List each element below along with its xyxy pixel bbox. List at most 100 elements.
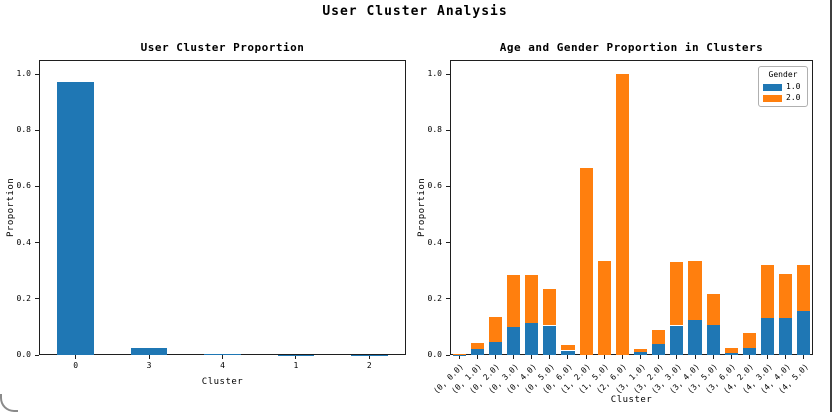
y-tick-label: 0.4 xyxy=(427,237,442,247)
x-tick-mark xyxy=(621,355,623,359)
legend-swatch-2.0 xyxy=(763,94,782,102)
bar-segment-1.0 xyxy=(525,322,539,355)
x-tick-mark xyxy=(694,355,696,359)
legend-entry-label: 2.0 xyxy=(786,93,801,102)
y-tick-label: 1.0 xyxy=(16,69,31,79)
y-tick-label: 0.2 xyxy=(427,293,442,303)
legend-entry-label: 1.0 xyxy=(786,82,801,91)
legend-swatch-1.0 xyxy=(763,83,782,91)
y-tick-mark xyxy=(446,73,450,75)
left-chart: User Cluster Proportion Proportion Clust… xyxy=(6,41,406,387)
bar-segment-2.0 xyxy=(724,347,738,354)
bar-segment-2.0 xyxy=(634,348,648,352)
x-tick-mark xyxy=(585,355,587,359)
bar-cluster-0 xyxy=(57,82,95,355)
y-tick-mark xyxy=(446,298,450,300)
y-tick-label: 0.8 xyxy=(16,125,31,135)
x-tick-mark xyxy=(603,355,605,359)
legend-title: Gender xyxy=(768,70,798,79)
y-tick-mark xyxy=(35,185,39,187)
x-tick-label: 3 xyxy=(146,361,152,370)
y-tick-mark xyxy=(35,354,39,356)
bar-segment-2.0 xyxy=(488,317,502,343)
x-tick-mark xyxy=(531,355,533,359)
bar-segment-2.0 xyxy=(615,74,629,355)
x-tick-mark xyxy=(767,355,769,359)
bar-segment-2.0 xyxy=(779,273,793,319)
bar-segment-1.0 xyxy=(797,311,811,355)
y-tick-label: 0.6 xyxy=(427,181,442,191)
x-tick-mark xyxy=(676,355,678,359)
x-tick-mark xyxy=(658,355,660,359)
y-tick-label: 0.0 xyxy=(427,350,442,359)
bar-segment-2.0 xyxy=(470,343,484,350)
x-tick-mark xyxy=(712,355,714,359)
right-x-axis-label: Cluster xyxy=(610,395,653,405)
x-tick-mark xyxy=(748,355,750,359)
bar-segment-1.0 xyxy=(724,353,738,355)
bar-segment-2.0 xyxy=(525,274,539,323)
window-corner xyxy=(0,394,18,412)
y-tick-label: 0.8 xyxy=(427,125,442,135)
left-plot-area xyxy=(39,60,406,355)
legend-entry-2.0: 2.0 xyxy=(763,94,803,102)
x-tick-label: 2 xyxy=(366,361,372,370)
bar-segment-1.0 xyxy=(634,351,648,355)
right-chart-title: Age and Gender Proportion in Clusters xyxy=(499,41,764,54)
y-tick-mark xyxy=(35,242,39,244)
left-chart-title: User Cluster Proportion xyxy=(140,41,305,54)
bar-cluster-4 xyxy=(204,354,241,355)
x-tick-mark xyxy=(494,355,496,359)
bar-segment-2.0 xyxy=(597,260,611,355)
bar-cluster-3 xyxy=(130,347,168,355)
bar-segment-1.0 xyxy=(506,326,521,355)
x-tick-mark xyxy=(458,355,460,359)
legend: Gender 1.0 2.0 xyxy=(758,66,808,107)
x-tick-mark xyxy=(513,355,515,359)
x-tick-mark xyxy=(75,355,77,359)
bar-segment-2.0 xyxy=(742,332,756,348)
x-tick-mark xyxy=(567,355,569,359)
bar-segment-2.0 xyxy=(561,345,575,351)
figure-suptitle: User Cluster Analysis xyxy=(322,4,508,19)
bar-segment-2.0 xyxy=(761,265,775,319)
bar-segment-1.0 xyxy=(761,318,775,355)
y-tick-mark xyxy=(446,354,450,356)
x-tick-mark xyxy=(368,355,370,359)
x-tick-label: 4 xyxy=(220,361,225,370)
bar-segment-1.0 xyxy=(488,342,502,355)
bar-segment-1.0 xyxy=(670,325,684,355)
bar-segment-1.0 xyxy=(652,343,666,355)
bar-segment-2.0 xyxy=(797,265,811,312)
y-tick-mark xyxy=(35,129,39,131)
y-tick-label: 0.6 xyxy=(16,181,31,191)
x-tick-label: 1 xyxy=(293,361,299,370)
left-y-axis-label: Proportion xyxy=(6,177,16,238)
left-x-axis-label: Cluster xyxy=(201,377,244,387)
x-tick-mark xyxy=(148,355,150,359)
bar-segment-1.0 xyxy=(561,350,575,355)
y-tick-mark xyxy=(446,129,450,131)
bar-segment-2.0 xyxy=(506,274,521,327)
y-tick-mark xyxy=(446,185,450,187)
bar-segment-1.0 xyxy=(779,318,793,355)
x-tick-mark xyxy=(476,355,478,359)
bar-segment-1.0 xyxy=(470,349,484,355)
x-tick-label: 0 xyxy=(73,361,79,370)
bar-segment-1.0 xyxy=(543,325,557,355)
bar-segment-2.0 xyxy=(579,168,593,355)
bar-segment-2.0 xyxy=(543,288,557,326)
y-tick-label: 0.2 xyxy=(16,293,31,303)
bar-segment-1.0 xyxy=(688,319,702,355)
x-tick-mark xyxy=(295,355,297,359)
legend-items: 1.0 2.0 xyxy=(763,83,803,102)
bar-segment-1.0 xyxy=(706,324,720,355)
legend-entry-1.0: 1.0 xyxy=(763,83,803,91)
x-tick-mark xyxy=(222,355,223,359)
y-tick-mark xyxy=(35,298,39,300)
bar-segment-2.0 xyxy=(688,260,702,320)
bar-segment-2.0 xyxy=(670,262,684,326)
right-chart: Age and Gender Proportion in Clusters Pr… xyxy=(417,41,813,405)
y-tick-mark xyxy=(446,242,450,244)
